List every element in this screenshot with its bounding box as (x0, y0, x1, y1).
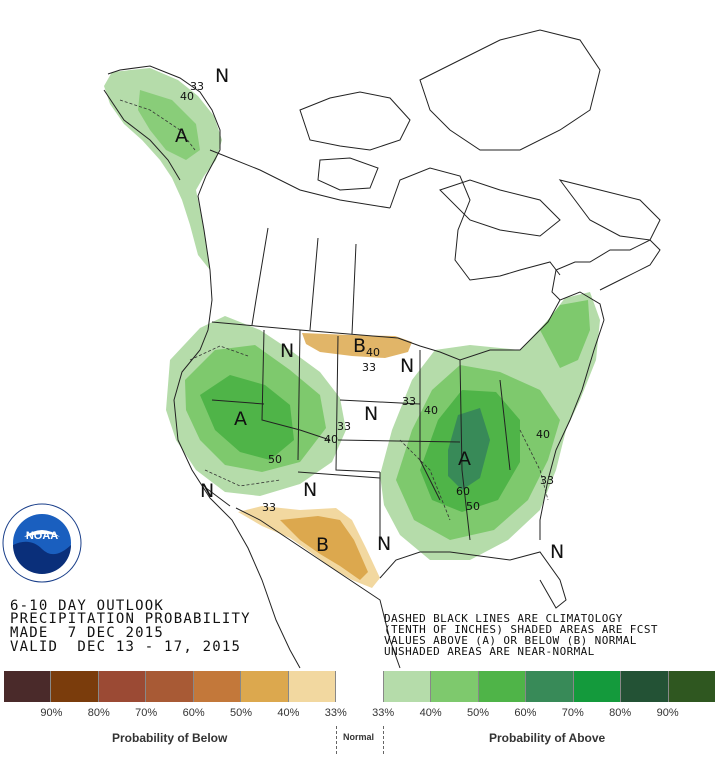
legend-tick-label: 60% (514, 707, 537, 719)
note-line-4: UNSHADED AREAS ARE NEAR-NORMAL (384, 645, 595, 658)
legend-swatch (193, 671, 242, 702)
legend-swatch (621, 671, 669, 702)
legend-tick-label: 70% (561, 707, 584, 719)
legend-tick-label: 40% (277, 707, 300, 719)
legend-tick-label: 40% (419, 707, 442, 719)
title-line-3: MADE 7 DEC 2015 (10, 625, 165, 641)
label-33-west: 33 (337, 420, 351, 433)
legend-swatch (98, 671, 147, 702)
legend-swatch (668, 671, 716, 702)
legend-swatch (383, 671, 432, 702)
label-b-south: B (316, 534, 329, 556)
label-40-west: 40 (324, 433, 338, 446)
legend-swatch (478, 671, 527, 702)
legend-normal-divider-right (383, 726, 384, 754)
precipitation-outlook-map: N 33 40 A N A 33 40 50 N N N B 40 33 33 … (2, 29, 661, 669)
legend-swatch (336, 671, 384, 702)
label-50-east: 50 (466, 500, 480, 513)
legend-swatch (241, 671, 289, 702)
legend-swatch (4, 671, 52, 702)
label-a-alaska: A (175, 125, 188, 147)
legend-normal-label: Normal (343, 732, 375, 742)
legend-swatch (526, 671, 574, 702)
legend-tick-label: 50% (229, 707, 253, 719)
title-line-2: PRECIPITATION PROBABILITY (10, 611, 251, 627)
label-33-east: 33 (402, 395, 416, 408)
legend-tick-label: 50% (466, 707, 490, 719)
map-outlines (103, 29, 661, 669)
legend-tick-label: 33% (372, 707, 395, 719)
label-50-west: 50 (268, 453, 282, 466)
legend-tick-label: 90% (656, 707, 679, 719)
west-above-area (166, 316, 346, 496)
south-below-area (238, 506, 380, 588)
note-line-3: VALUES ABOVE (A) OR BELOW (B) NORMAL (384, 634, 637, 647)
label-n-plains: N (364, 403, 378, 425)
label-n-se: N (550, 541, 564, 563)
legend-tick-label: 70% (135, 707, 158, 719)
legend-below-label: Probability of Below (112, 731, 228, 745)
label-40-ne: 40 (424, 404, 438, 417)
label-n-nw: N (280, 340, 294, 362)
label-33-alaska: 33 (190, 80, 204, 93)
noaa-logo: NOAA (2, 503, 82, 583)
label-40-east: 40 (536, 428, 550, 441)
legend-color-bar (4, 671, 716, 702)
label-33-se: 33 (540, 474, 554, 487)
legend-swatch (51, 671, 99, 702)
legend-swatch (573, 671, 622, 702)
legend-tick-label: 80% (87, 707, 110, 719)
label-40-alaska: 40 (180, 90, 194, 103)
label-n-az: N (303, 479, 317, 501)
title-line-1: 6-10 DAY OUTLOOK (10, 598, 165, 614)
noaa-logo-text: NOAA (26, 530, 58, 542)
label-n-alaska: N (215, 65, 229, 87)
title-line-4: VALID DEC 13 - 17, 2015 (10, 639, 242, 655)
label-60-east: 60 (456, 485, 470, 498)
alaska-above-area (104, 68, 222, 270)
legend-normal-divider-left (336, 726, 337, 754)
label-n-ne: N (400, 355, 414, 377)
note-line-1: DASHED BLACK LINES ARE CLIMATOLOGY (384, 612, 623, 625)
label-n-sw: N (200, 480, 214, 502)
label-33-north: 33 (362, 361, 376, 374)
legend-swatch (431, 671, 479, 702)
note-line-2: (TENTH OF INCHES) SHADED AREAS ARE FCST (384, 623, 658, 636)
legend-tick-label: 60% (182, 707, 205, 719)
label-40-north: 40 (366, 346, 380, 359)
label-b-north: B (353, 335, 366, 357)
legend-above-label: Probability of Above (489, 731, 606, 745)
label-a-west: A (234, 408, 247, 430)
legend-swatch (288, 671, 337, 702)
legend-tick-label: 90% (40, 707, 63, 719)
label-a-east: A (458, 448, 471, 470)
label-33-south: 33 (262, 501, 276, 514)
north-below-area (302, 333, 412, 358)
label-n-tx: N (377, 533, 391, 555)
legend-tick-label: 80% (609, 707, 632, 719)
legend-swatch (146, 671, 194, 702)
climatology-lines (119, 99, 549, 521)
legend-tick-label: 33% (324, 707, 347, 719)
